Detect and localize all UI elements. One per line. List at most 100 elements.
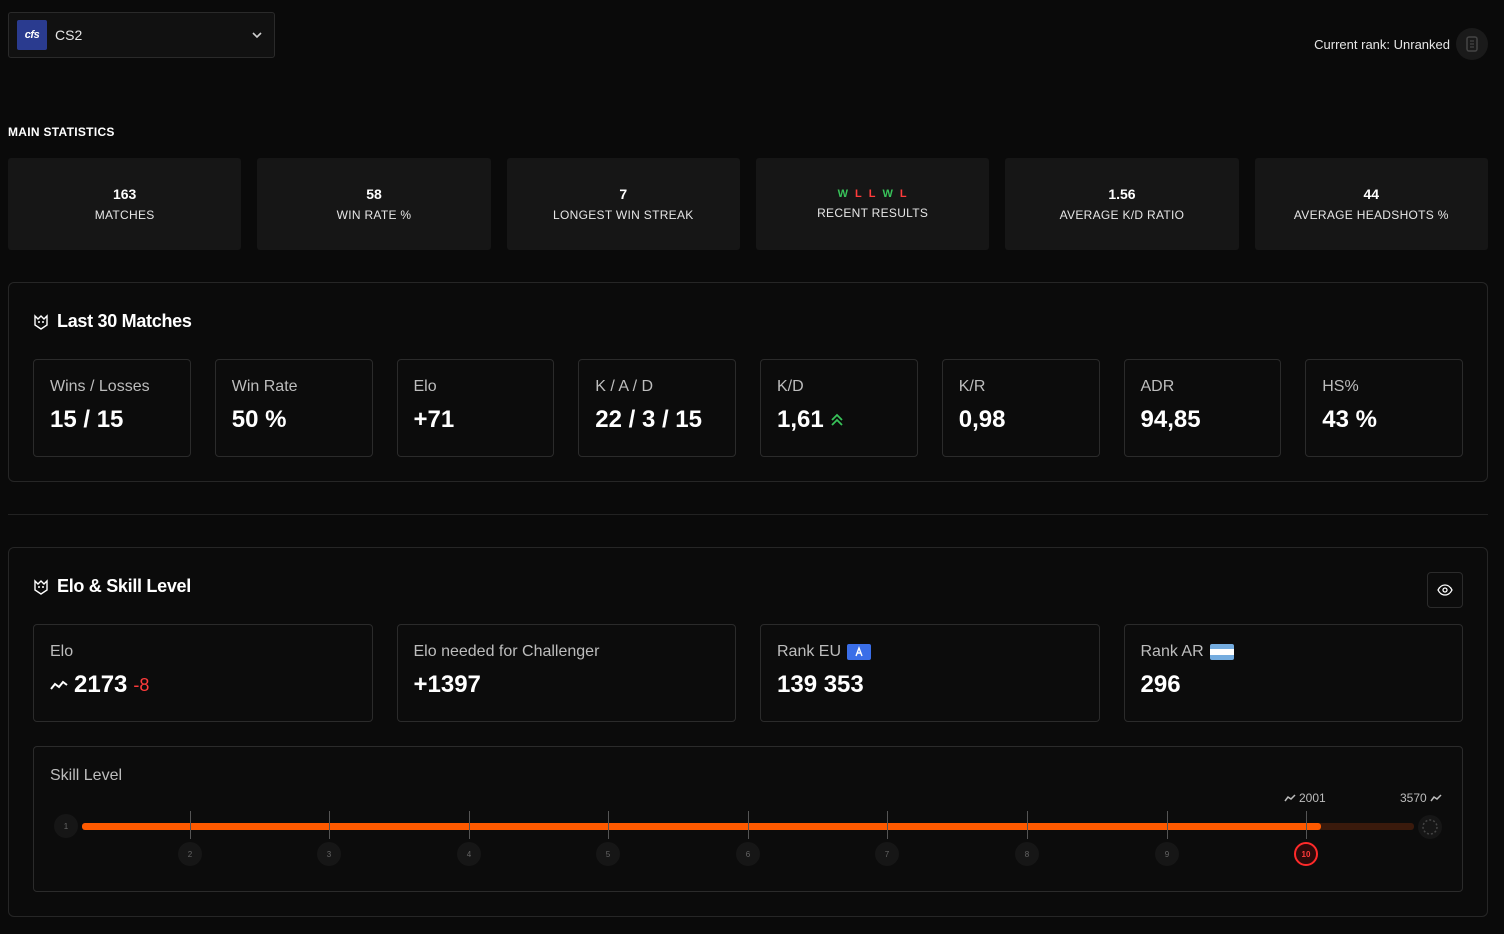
metric-kd: K/D 1,61 [760,359,918,457]
metric-value: +1397 [413,671,481,698]
metric-rank-eu: Rank EU 139 353 [760,624,1100,722]
result-win: W [837,188,850,200]
panel-title: Elo & Skill Level [33,576,191,597]
skill-level-4-icon: 4 [457,842,481,866]
elo-delta: -8 [133,674,150,695]
metric-kad: K / A / D 22 / 3 / 15 [578,359,736,457]
argentina-flag-icon [1209,644,1234,660]
level-tick [190,811,191,839]
metric-label: K / A / D [595,378,654,395]
level10-elo: 2001 [1299,791,1326,805]
trend-up-icon [831,413,843,426]
metric-adr: ADR 94,85 [1123,359,1282,457]
divider [8,514,1488,515]
level-tick [608,811,609,839]
metric-value: 296 [1140,671,1181,698]
skill-level-box: Skill Level 2001 3570 1 2 3 4 5 6 7 8 9 10 [33,746,1463,892]
game-name: CS2 [55,27,83,43]
metric-challenger: Elo needed for Challenger +1397 [396,624,736,722]
eu-flag-icon [847,644,872,660]
chevron-down-icon [252,32,262,39]
stat-card-longest-streak: 7 LONGEST WIN STREAK [506,158,740,250]
faceit-icon [34,578,48,595]
stat-label: RECENT RESULTS [817,206,929,220]
panel-title: Last 30 Matches [33,311,192,332]
metric-value: 1,61 [777,406,901,434]
stat-value: 7 [619,186,628,202]
stat-card-kd-ratio: 1.56 AVERAGE K/D RATIO [1005,158,1239,250]
skill-level-label: Skill Level [50,767,123,784]
toggle-visibility-button[interactable] [1427,572,1463,608]
metric-value: 0,98 [958,406,1006,433]
stat-label: WIN RATE % [336,208,412,222]
metric-label: Elo [50,643,74,660]
level-tick [1167,811,1168,839]
metric-label: Wins / Losses [50,378,150,395]
main-statistics-row: 163 MATCHES 58 WIN RATE % 7 LONGEST WIN … [8,158,1488,250]
metric-elo: Elo +71 [396,359,555,457]
result-loss: L [899,188,908,200]
level-tick [469,811,470,839]
level-tick [887,811,888,839]
metric-label: Elo [413,378,437,395]
metric-current-elo: Elo 2173 -8 [33,624,373,722]
metric-value: 22 / 3 / 15 [595,406,702,433]
recent-results: W L L W L [838,188,908,200]
stat-label: AVERAGE HEADSHOTS % [1293,208,1449,222]
metric-label: K/D [777,378,804,395]
rank-eu-label: Rank EU [777,643,842,660]
stat-value: 1.56 [1108,186,1136,202]
skill-level-9-icon: 9 [1155,842,1179,866]
panel-title-text: Last 30 Matches [57,311,192,331]
metric-value: 15 / 15 [50,406,124,433]
last-30-metrics: Wins / Losses 15 / 15 Win Rate 50 % Elo … [33,359,1463,457]
trend-line-icon [50,680,68,690]
stat-value: 44 [1363,186,1380,202]
metric-wins-losses: Wins / Losses 15 / 15 [33,359,191,457]
stat-label: AVERAGE K/D RATIO [1059,208,1185,222]
main-statistics-title: MAIN STATISTICS [8,125,115,139]
game-selector[interactable]: cfs CS2 [8,12,275,58]
level-tick [1306,811,1307,839]
skill-level-6-icon: 6 [736,842,760,866]
metric-value: 94,85 [1140,406,1201,433]
metric-label: HS% [1322,378,1359,395]
max-level-icon [1418,815,1442,839]
metric-label: Win Rate [231,378,298,395]
stat-card-win-rate: 58 WIN RATE % [257,158,491,250]
result-loss: L [855,188,863,200]
metric-label: Rank AR [1141,643,1447,661]
stat-card-recent-results: W L L W L RECENT RESULTS [755,158,990,250]
metric-label: Elo needed for Challenger [413,643,600,660]
metric-rank-ar: Rank AR 296 [1123,624,1463,722]
skill-level-10-icon: 10 [1294,842,1318,866]
metric-value: +71 [413,406,455,433]
eye-icon [1437,584,1453,596]
faceit-icon [34,313,48,330]
max-elo-marker: 3570 [1400,791,1442,805]
metric-label: ADR [1140,378,1175,395]
skill-level-1-icon: 1 [54,814,78,838]
stat-card-matches: 163 MATCHES [8,158,242,250]
level10-elo-marker: 2001 [1284,791,1326,805]
stat-label: MATCHES [94,208,155,222]
trend-line-icon [1284,794,1296,802]
stat-label: LONGEST WIN STREAK [553,208,694,222]
skill-level-5-icon: 5 [596,842,620,866]
metric-value: 43 % [1322,406,1377,433]
result-loss: L [868,188,877,200]
metric-win-rate: Win Rate 50 % [214,359,373,457]
game-logo: cfs [17,20,47,50]
metric-label: K/R [958,378,986,395]
metric-label: Rank EU [777,643,1083,661]
metric-value: 50 % [231,406,287,433]
elo-metrics: Elo 2173 -8 Elo needed for Challenger +1… [33,624,1463,722]
skill-level-3-icon: 3 [317,842,341,866]
skill-level-8-icon: 8 [1015,842,1039,866]
current-rank-text: Current rank: Unranked [1314,36,1450,52]
last-30-matches-panel: Last 30 Matches Wins / Losses 15 / 15 Wi… [8,282,1488,482]
metric-hs: HS% 43 % [1305,359,1463,457]
level-tick [1027,811,1028,839]
stat-value: 163 [112,186,137,202]
metric-kr: K/R 0,98 [941,359,1100,457]
